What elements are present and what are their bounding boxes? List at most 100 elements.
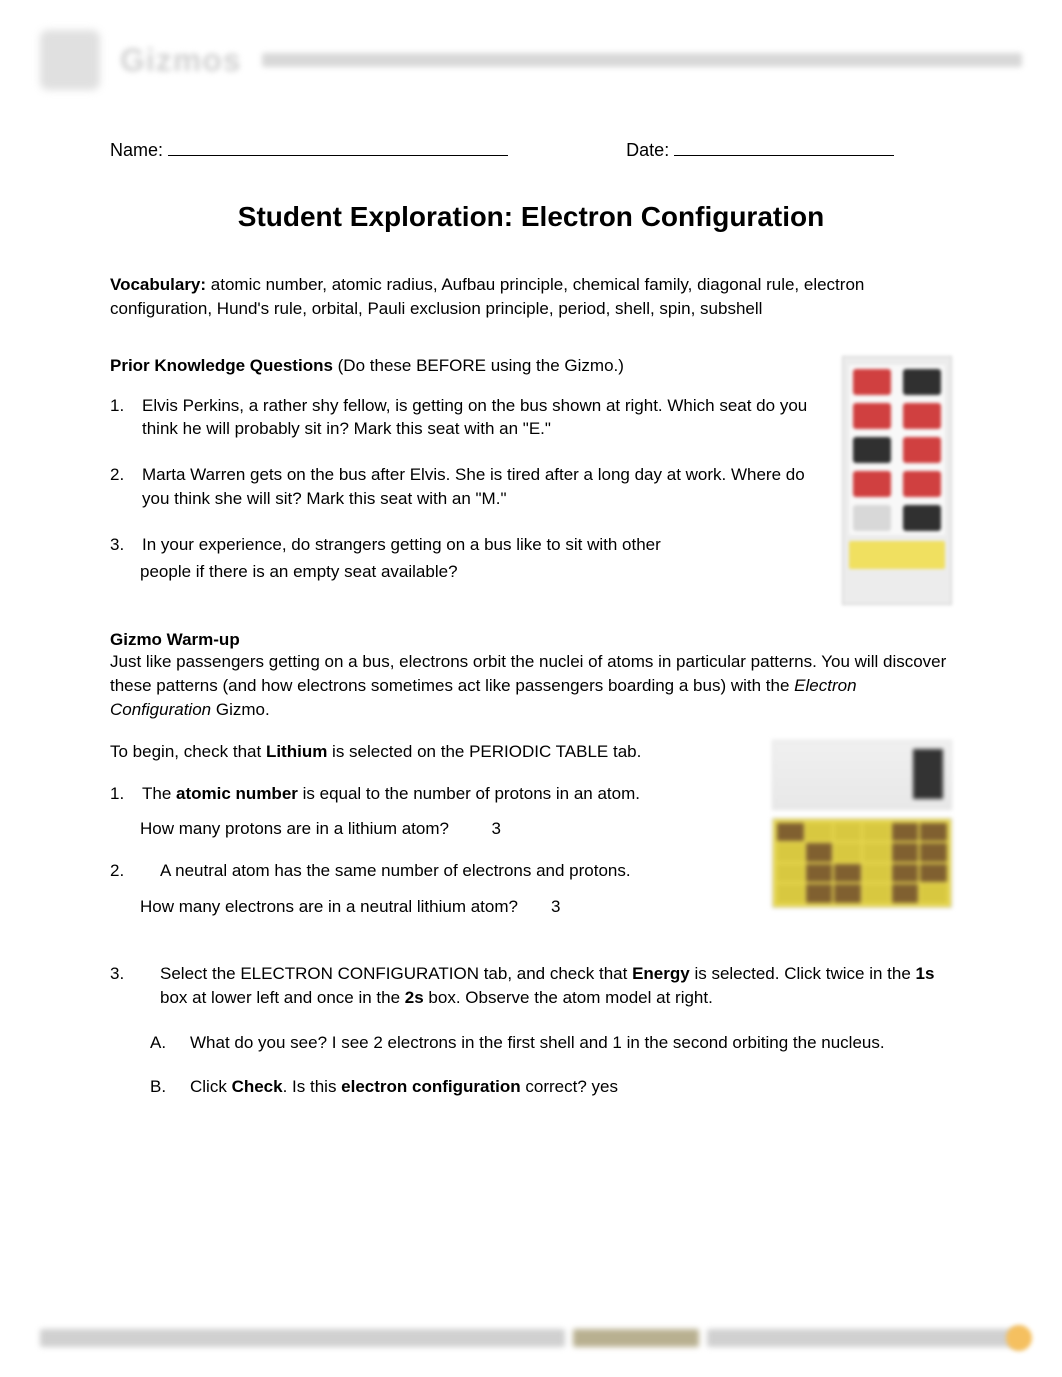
sub-question: How many protons are in a lithium atom? [140, 819, 449, 838]
text: Click [190, 1077, 232, 1096]
prior-heading: Prior Knowledge Questions (Do these BEFO… [110, 356, 822, 376]
periodic-cell [777, 864, 804, 883]
text: is selected. Click twice in the [690, 964, 916, 983]
periodic-cell [806, 823, 833, 842]
prior-heading-note: (Do these BEFORE using the Gizmo.) [333, 356, 624, 375]
q-text: A neutral atom has the same number of el… [160, 859, 752, 883]
periodic-cell [834, 843, 861, 862]
page-corner-icon [1006, 1325, 1032, 1351]
periodic-cell [863, 843, 890, 862]
text: Gizmo. [211, 700, 270, 719]
periodic-cell [806, 864, 833, 883]
periodic-cell [892, 864, 919, 883]
warmup-q2-sub: How many electrons are in a neutral lith… [140, 895, 752, 919]
periodic-cell [892, 823, 919, 842]
q-text: Marta Warren gets on the bus after Elvis… [142, 463, 822, 511]
prior-heading-bold: Prior Knowledge Questions [110, 356, 333, 375]
bus-seat [853, 437, 891, 463]
bus-seats-grid [849, 365, 945, 535]
q-number: 2. [110, 859, 130, 883]
header-divider [262, 53, 1022, 67]
q-number: 3. [110, 533, 130, 557]
periodic-cell [777, 884, 804, 903]
bus-seat [903, 505, 941, 531]
brand-name: Gizmos [120, 42, 242, 79]
footer-blur [40, 1329, 1022, 1347]
element-name: Lithium [266, 742, 327, 761]
prior-q3: 3. In your experience, do strangers gett… [110, 533, 822, 557]
periodic-cell [806, 884, 833, 903]
bus-seat [853, 403, 891, 429]
text: To begin, check that [110, 742, 266, 761]
sub-text: Click Check. Is this electron configurat… [190, 1075, 618, 1099]
term: Energy [632, 964, 690, 983]
term: 2s [405, 988, 424, 1007]
q-number: 1. [110, 394, 130, 442]
bus-seat [853, 505, 891, 531]
periodic-cell [920, 823, 947, 842]
seat-row [853, 437, 941, 463]
sub-text: What do you see? I see 2 electrons in th… [190, 1031, 885, 1055]
content-area: Name: Date: Student Exploration: Electro… [0, 140, 1062, 1099]
periodic-cell [892, 884, 919, 903]
warmup-body: To begin, check that Lithium is selected… [110, 740, 952, 937]
name-blank[interactable] [168, 155, 508, 156]
warmup-q1: 1. The atomic number is equal to the num… [110, 782, 752, 806]
prior-text-column: Prior Knowledge Questions (Do these BEFO… [110, 356, 822, 606]
text: box at lower left and once in the [160, 988, 405, 1007]
name-label: Name: [110, 140, 163, 160]
vocab-label: Vocabulary: [110, 275, 206, 294]
text: is selected on the PERIODIC TABLE tab. [327, 742, 641, 761]
answer: 3 [551, 897, 560, 916]
term: electron configuration [341, 1077, 520, 1096]
term: 1s [916, 964, 935, 983]
date-blank[interactable] [674, 155, 894, 156]
worksheet-page: Gizmos Name: Date: Student Exploration: … [0, 0, 1062, 1377]
name-date-row: Name: Date: [110, 140, 952, 161]
seat-row [853, 505, 941, 531]
prior-q3-continuation: people if there is an empty seat availab… [140, 560, 822, 584]
warmup-intro-2: To begin, check that Lithium is selected… [110, 740, 752, 764]
q-text: Select the ELECTRON CONFIGURATION tab, a… [160, 962, 952, 1010]
text: correct? yes [521, 1077, 618, 1096]
periodic-cell [920, 843, 947, 862]
footer-segment [707, 1329, 1022, 1347]
sub-letter: A. [150, 1031, 170, 1055]
q-text: In your experience, do strangers getting… [142, 533, 822, 557]
element-tile [772, 740, 952, 810]
warmup-text-column: To begin, check that Lithium is selected… [110, 740, 752, 937]
term: atomic number [176, 784, 298, 803]
bus-diagram [842, 356, 952, 606]
periodic-grid [772, 818, 952, 908]
periodic-cell [920, 884, 947, 903]
text: The [142, 784, 176, 803]
answer: 3 [492, 819, 501, 838]
q-text: Elvis Perkins, a rather shy fellow, is g… [142, 394, 822, 442]
brand-logo-icon [40, 30, 100, 90]
text: Select the ELECTRON CONFIGURATION tab, a… [160, 964, 632, 983]
periodic-cell [834, 884, 861, 903]
date-label: Date: [626, 140, 669, 160]
periodic-cell [863, 823, 890, 842]
header: Gizmos [0, 20, 1062, 110]
prior-knowledge-section: Prior Knowledge Questions (Do these BEFO… [110, 356, 952, 606]
term: Check [232, 1077, 283, 1096]
periodic-cell [834, 823, 861, 842]
warmup-q2: 2. A neutral atom has the same number of… [110, 859, 752, 883]
warmup-q3: 3. Select the ELECTRON CONFIGURATION tab… [110, 962, 952, 1010]
warmup-q1-sub: How many protons are in a lithium atom? … [140, 817, 752, 841]
q-number: 1. [110, 782, 130, 806]
text: is equal to the number of protons in an … [298, 784, 640, 803]
seat-row [853, 403, 941, 429]
bus-seat [903, 437, 941, 463]
bus-seat [903, 471, 941, 497]
periodic-cell [806, 843, 833, 862]
text: . Is this [283, 1077, 342, 1096]
periodic-cell [863, 864, 890, 883]
periodic-cell [834, 864, 861, 883]
prior-q2: 2. Marta Warren gets on the bus after El… [110, 463, 822, 511]
bus-seat [853, 471, 891, 497]
bus-seat [903, 403, 941, 429]
vocabulary-block: Vocabulary: atomic number, atomic radius… [110, 273, 952, 321]
warmup-heading: Gizmo Warm-up [110, 630, 952, 650]
